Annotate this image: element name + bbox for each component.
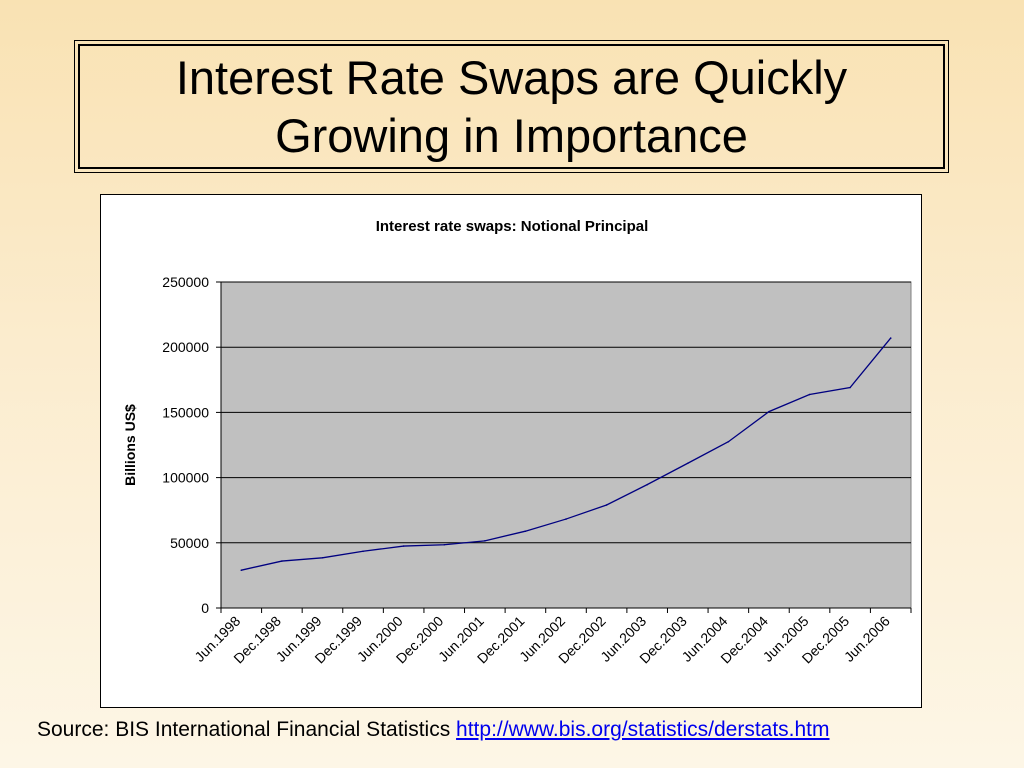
source-label: Source: BIS International Financial Stat… (37, 718, 451, 741)
y-tick-label: 150000 (162, 404, 209, 420)
y-axis-label: Billions US$ (122, 404, 138, 486)
y-tick-label: 250000 (162, 274, 209, 290)
line-chart: Interest rate swaps: Notional Principal … (122, 218, 912, 667)
series-layer (240, 337, 892, 571)
data-point (402, 545, 405, 547)
data-point (605, 504, 608, 506)
data-point (808, 393, 811, 396)
slide-title: Interest Rate Swaps are Quickly Growing … (175, 51, 848, 162)
source-citation: Source: BIS International Financial Stat… (37, 718, 830, 742)
data-point (524, 530, 527, 532)
y-tick-label: 100000 (162, 470, 209, 486)
source-link[interactable]: http://www.bis.org/statistics/derstats.h… (456, 718, 830, 741)
gridlines (221, 281, 911, 544)
data-point (281, 560, 283, 562)
data-point (889, 337, 892, 339)
data-point (565, 518, 567, 520)
title-inner-border: Interest Rate Swaps are Quickly Growing … (78, 44, 945, 169)
data-point (768, 410, 770, 413)
chart-panel: Interest rate swaps: Notional Principal … (100, 194, 922, 708)
data-point (240, 569, 243, 571)
plot-area (220, 281, 912, 609)
y-tick-label: 0 (201, 600, 209, 616)
data-point (443, 543, 446, 546)
title-frame: Interest Rate Swaps are Quickly Growing … (74, 40, 949, 173)
y-tick-label: 200000 (162, 339, 209, 355)
data-point (646, 483, 648, 486)
chart-title: Interest rate swaps: Notional Principal (376, 218, 649, 235)
data-point (727, 440, 730, 443)
data-point (849, 386, 851, 389)
axes (216, 281, 912, 613)
y-tick-label: 50000 (170, 535, 209, 551)
data-point (362, 550, 364, 553)
data-point (484, 540, 486, 542)
data-point (686, 462, 689, 465)
data-point (321, 556, 324, 559)
